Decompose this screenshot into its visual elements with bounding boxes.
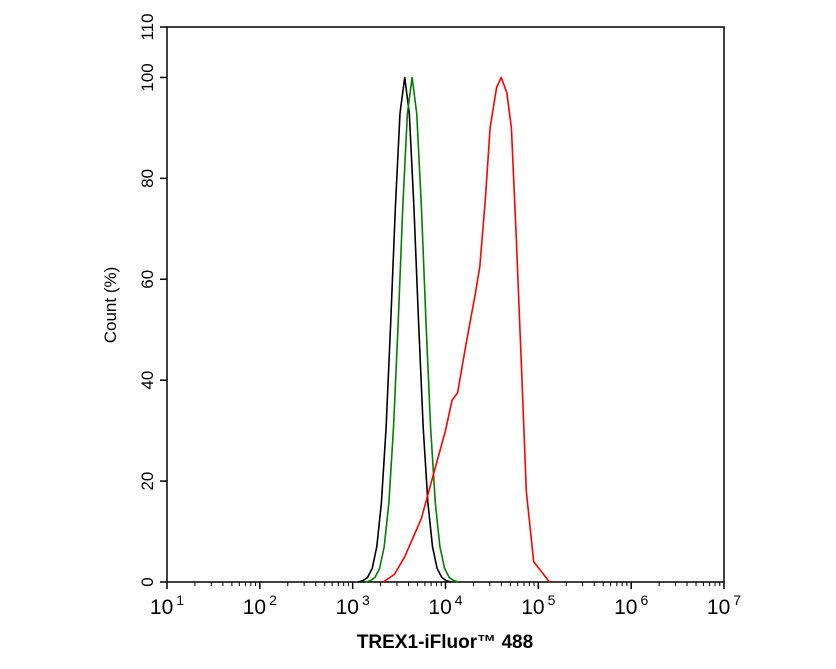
x-tick-label: 10 1 [150, 592, 184, 619]
x-tick-exponent: 7 [733, 592, 741, 608]
x-tick-label: 10 5 [521, 592, 555, 619]
x-tick-base: 10 [243, 596, 266, 619]
x-tick-base: 10 [150, 596, 173, 619]
series-green-line [365, 76, 459, 583]
y-tick-label: 80 [138, 169, 157, 188]
x-tick-exponent: 1 [176, 592, 184, 608]
x-tick-exponent: 6 [640, 592, 648, 608]
series-red-line [382, 76, 551, 583]
x-tick-exponent: 2 [269, 592, 277, 608]
x-tick-label: 10 6 [614, 592, 648, 619]
x-tick-label: 10 3 [336, 592, 370, 619]
y-tick-label: 40 [138, 371, 157, 390]
x-tick-exponent: 3 [362, 592, 370, 608]
y-tick-label: 100 [138, 63, 157, 91]
x-tick-exponent: 4 [455, 592, 463, 608]
x-tick-exponent: 5 [548, 592, 556, 608]
x-tick-label: 10 7 [707, 592, 741, 619]
y-tick-label: 110 [138, 13, 157, 40]
y-axis-label: Count (%) [101, 267, 120, 344]
x-tick-base: 10 [336, 596, 359, 619]
x-axis-label: TREX1-iFluor™ 488 [357, 632, 533, 653]
x-tick-label: 10 2 [243, 592, 277, 619]
y-tick-label: 60 [138, 270, 157, 289]
x-tick-base: 10 [428, 596, 451, 619]
y-tick-label: 20 [138, 472, 157, 491]
series-black-line [357, 76, 452, 583]
y-tick-label: 0 [138, 577, 157, 586]
x-tick-base: 10 [614, 596, 637, 619]
plot-frame [166, 26, 725, 583]
x-tick-base: 10 [707, 596, 730, 619]
x-tick-label: 10 4 [428, 592, 462, 619]
x-tick-base: 10 [521, 596, 544, 619]
